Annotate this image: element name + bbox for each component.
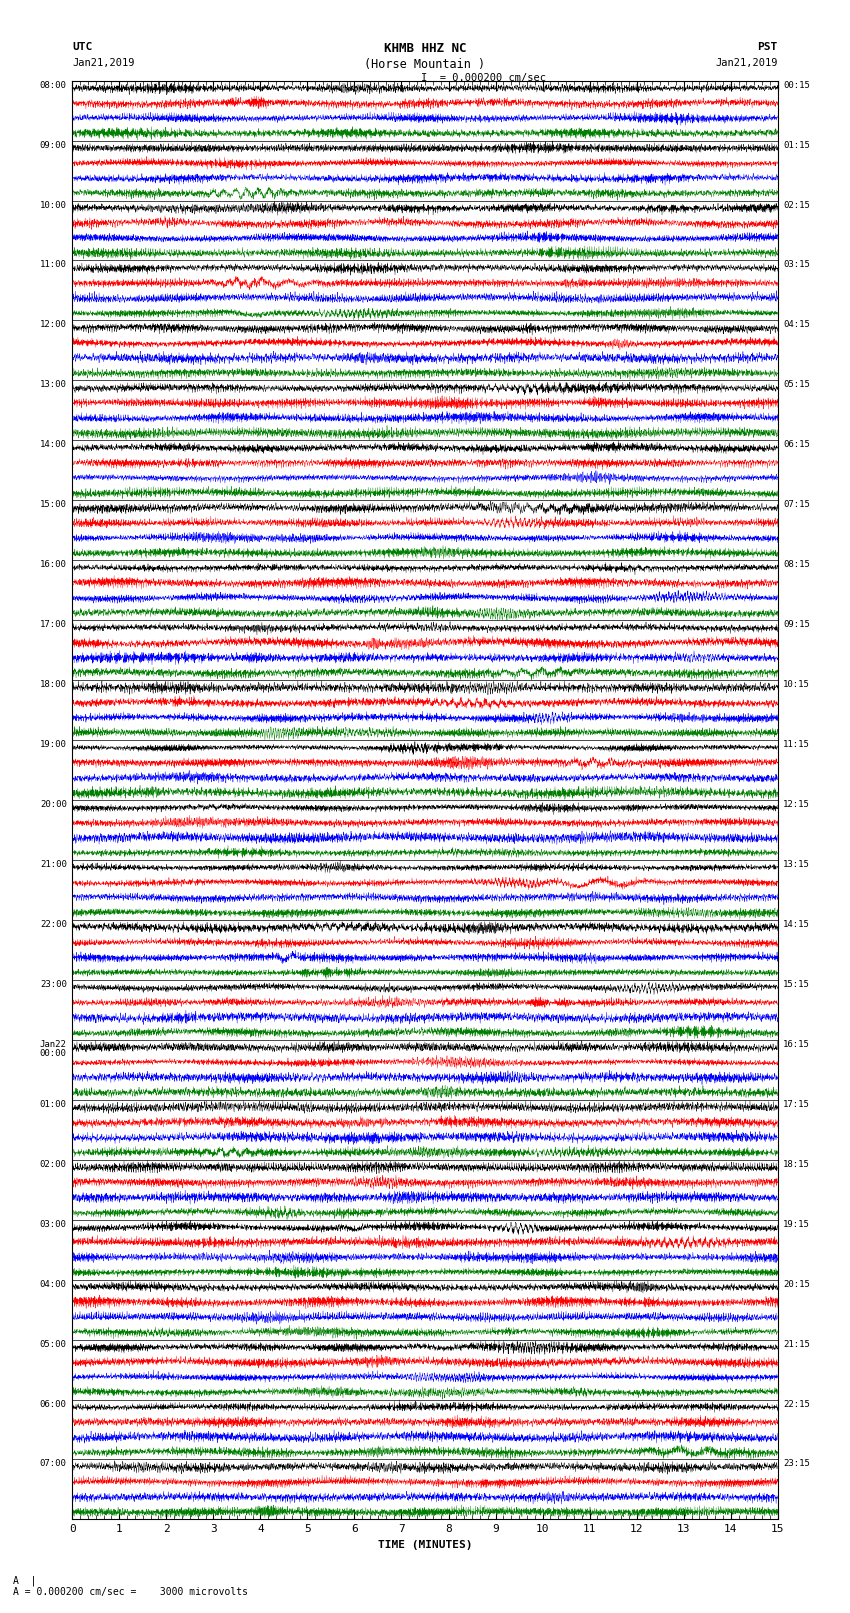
Text: 23:15: 23:15 [784, 1460, 810, 1468]
Text: 13:15: 13:15 [784, 860, 810, 869]
Text: 14:00: 14:00 [40, 440, 66, 450]
Text: 11:15: 11:15 [784, 740, 810, 748]
Text: 03:00: 03:00 [40, 1219, 66, 1229]
X-axis label: TIME (MINUTES): TIME (MINUTES) [377, 1540, 473, 1550]
Text: 12:00: 12:00 [40, 321, 66, 329]
Text: 05:15: 05:15 [784, 381, 810, 389]
Text: 13:00: 13:00 [40, 381, 66, 389]
Text: 06:15: 06:15 [784, 440, 810, 450]
Text: 01:00: 01:00 [40, 1100, 66, 1108]
Text: 16:15: 16:15 [784, 1040, 810, 1048]
Text: 04:00: 04:00 [40, 1279, 66, 1289]
Text: 20:15: 20:15 [784, 1279, 810, 1289]
Text: 18:15: 18:15 [784, 1160, 810, 1169]
Text: 14:15: 14:15 [784, 919, 810, 929]
Text: 08:00: 08:00 [40, 81, 66, 90]
Text: 23:00: 23:00 [40, 981, 66, 989]
Text: 09:00: 09:00 [40, 140, 66, 150]
Text: A  |: A | [13, 1574, 37, 1586]
Text: 02:15: 02:15 [784, 200, 810, 210]
Text: Jan21,2019: Jan21,2019 [72, 58, 135, 68]
Text: 04:15: 04:15 [784, 321, 810, 329]
Text: 08:15: 08:15 [784, 560, 810, 569]
Text: (Horse Mountain ): (Horse Mountain ) [365, 58, 485, 71]
Text: 22:15: 22:15 [784, 1400, 810, 1408]
Text: 17:15: 17:15 [784, 1100, 810, 1108]
Text: 05:00: 05:00 [40, 1339, 66, 1348]
Text: UTC: UTC [72, 42, 93, 52]
Text: 00:00: 00:00 [40, 1048, 66, 1058]
Text: 12:15: 12:15 [784, 800, 810, 810]
Text: 19:15: 19:15 [784, 1219, 810, 1229]
Text: 20:00: 20:00 [40, 800, 66, 810]
Text: KHMB HHZ NC: KHMB HHZ NC [383, 42, 467, 55]
Text: A = 0.000200 cm/sec =    3000 microvolts: A = 0.000200 cm/sec = 3000 microvolts [13, 1587, 247, 1597]
Text: 15:00: 15:00 [40, 500, 66, 510]
Text: 16:00: 16:00 [40, 560, 66, 569]
Text: 19:00: 19:00 [40, 740, 66, 748]
Text: 07:15: 07:15 [784, 500, 810, 510]
Text: Jan22: Jan22 [40, 1040, 66, 1048]
Text: 17:00: 17:00 [40, 621, 66, 629]
Text: I  = 0.000200 cm/sec: I = 0.000200 cm/sec [421, 73, 546, 82]
Text: 02:00: 02:00 [40, 1160, 66, 1169]
Text: 21:15: 21:15 [784, 1339, 810, 1348]
Text: 09:15: 09:15 [784, 621, 810, 629]
Text: 11:00: 11:00 [40, 261, 66, 269]
Text: Jan21,2019: Jan21,2019 [715, 58, 778, 68]
Text: PST: PST [757, 42, 778, 52]
Text: 15:15: 15:15 [784, 981, 810, 989]
Text: 18:00: 18:00 [40, 681, 66, 689]
Text: 10:00: 10:00 [40, 200, 66, 210]
Text: 03:15: 03:15 [784, 261, 810, 269]
Text: 21:00: 21:00 [40, 860, 66, 869]
Text: 10:15: 10:15 [784, 681, 810, 689]
Text: 01:15: 01:15 [784, 140, 810, 150]
Text: 22:00: 22:00 [40, 919, 66, 929]
Text: 06:00: 06:00 [40, 1400, 66, 1408]
Text: 00:15: 00:15 [784, 81, 810, 90]
Text: 07:00: 07:00 [40, 1460, 66, 1468]
